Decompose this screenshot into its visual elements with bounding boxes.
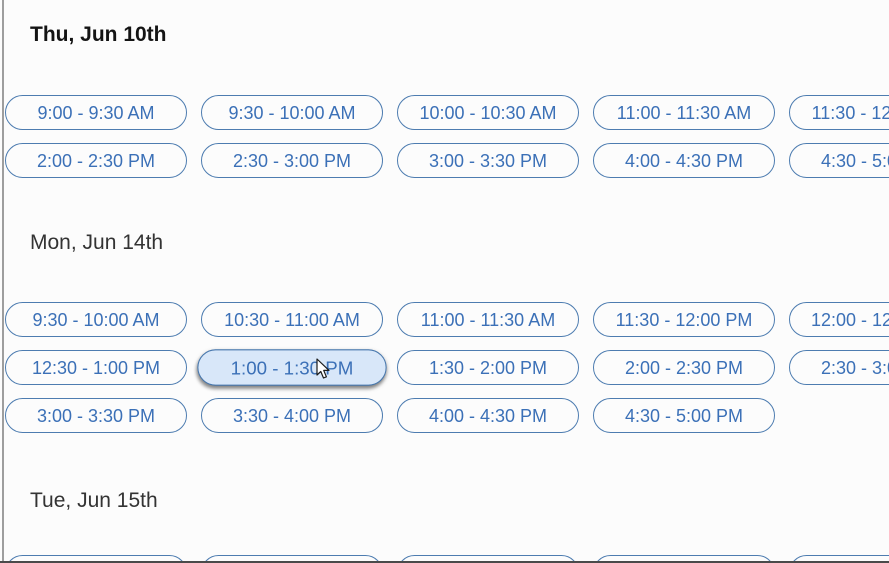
time-slot-button[interactable]: 11:30 - 12:00 PM xyxy=(593,302,775,337)
time-slot-button[interactable]: 12:30 - 1:00 PM xyxy=(5,350,187,385)
bottom-border-line xyxy=(0,561,889,563)
left-border-line xyxy=(2,0,4,563)
time-slot-button[interactable]: 4:00 - 4:30 PM xyxy=(593,143,775,178)
time-slot-button[interactable]: 3:00 - 3:30 PM xyxy=(5,398,187,433)
time-slot-button[interactable]: 2:00 - 2:30 PM xyxy=(593,350,775,385)
time-slot-button[interactable]: 12:00 - 12:30 PM xyxy=(789,302,889,337)
time-slot-button[interactable]: 11:00 - 11:30 AM xyxy=(397,302,579,337)
time-slot-button[interactable]: 11:30 - 12:00 PM xyxy=(789,95,889,130)
time-slot-button[interactable]: 4:00 - 4:30 PM xyxy=(397,398,579,433)
time-slot-button[interactable]: 9:00 - 9:30 AM xyxy=(5,95,187,130)
time-slot-button-selected[interactable]: 1:00 - 1:30 PM xyxy=(197,349,387,386)
time-slot-button[interactable]: 4:30 - 5:00 PM xyxy=(789,143,889,178)
time-slot-button[interactable]: 3:30 - 4:00 PM xyxy=(201,398,383,433)
time-slot-button[interactable]: 9:30 - 10:00 AM xyxy=(5,302,187,337)
time-slot-button[interactable]: 11:00 - 11:30 AM xyxy=(593,95,775,130)
time-slot-button[interactable]: 1:30 - 2:00 PM xyxy=(397,350,579,385)
time-slot-button[interactable]: 2:30 - 3:00 PM xyxy=(201,143,383,178)
date-header: Tue, Jun 15th xyxy=(30,489,158,512)
date-header: Thu, Jun 10th xyxy=(30,23,167,46)
time-slot-button[interactable]: 4:30 - 5:00 PM xyxy=(593,398,775,433)
time-slot-button[interactable]: 10:00 - 10:30 AM xyxy=(397,95,579,130)
date-header: Mon, Jun 14th xyxy=(30,231,164,254)
time-slot-button[interactable]: 9:30 - 10:00 AM xyxy=(201,95,383,130)
time-slot-button[interactable]: 2:30 - 3:00 PM xyxy=(789,350,889,385)
time-slot-button[interactable]: 10:30 - 11:00 AM xyxy=(201,302,383,337)
time-slot-button[interactable]: 2:00 - 2:30 PM xyxy=(5,143,187,178)
time-slot-button[interactable]: 3:00 - 3:30 PM xyxy=(397,143,579,178)
